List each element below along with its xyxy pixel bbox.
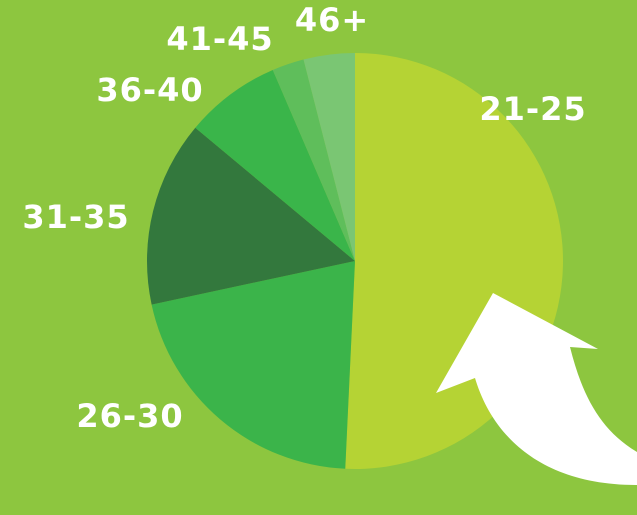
curved-arrow-icon xyxy=(436,293,637,485)
pie-slices xyxy=(147,53,564,469)
pie-slice-46-plus xyxy=(303,53,355,261)
pie-label-21-25: 21-25 xyxy=(479,90,586,128)
pie-label-36-40: 36-40 xyxy=(96,71,203,109)
pie-label-41-45: 41-45 xyxy=(166,20,273,58)
pie-label-31-35: 31-35 xyxy=(22,198,129,236)
pie-label-46-plus: 46+ xyxy=(295,1,369,39)
pie-labels: 21-25 26-30 31-35 36-40 41-45 46+ xyxy=(22,1,586,435)
pie-slice-36-40 xyxy=(195,69,355,262)
pie-label-26-30: 26-30 xyxy=(76,397,183,435)
pie-slice-26-30 xyxy=(151,261,355,469)
pie-slice-31-35 xyxy=(147,127,355,305)
pie-slice-41-45 xyxy=(272,59,355,261)
